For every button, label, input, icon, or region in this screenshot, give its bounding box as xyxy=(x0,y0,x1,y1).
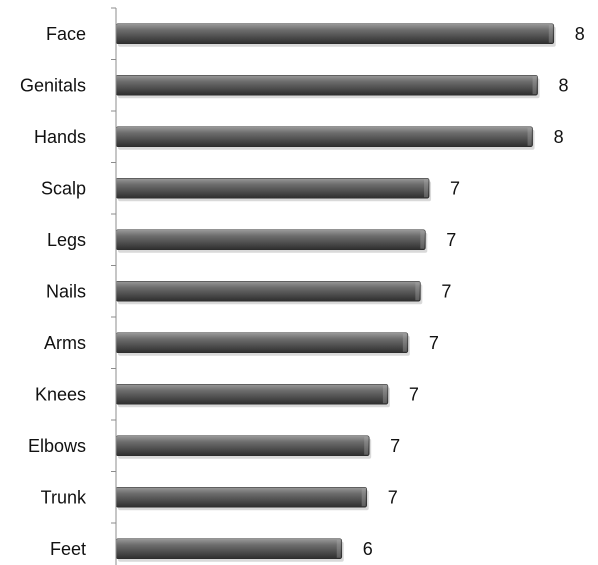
value-label: 8 xyxy=(575,24,585,44)
category-label: Knees xyxy=(35,384,86,404)
bar xyxy=(115,126,533,148)
value-label: 7 xyxy=(446,230,456,250)
labels-layer: Face 8 Genitals 8 Hands 8 Scalp 7 Legs 7 Nails 7 Arm… xyxy=(20,24,585,559)
category-label: Elbows xyxy=(28,436,86,456)
bar xyxy=(115,383,389,405)
bar xyxy=(115,23,555,45)
value-label: 8 xyxy=(554,127,564,147)
bar xyxy=(115,280,421,302)
value-label: 7 xyxy=(450,178,460,198)
bars-layer xyxy=(115,23,556,562)
bar xyxy=(115,435,370,457)
y-axis xyxy=(111,7,117,565)
bar xyxy=(115,538,343,560)
value-label: 7 xyxy=(429,333,439,353)
category-label: Face xyxy=(46,24,86,44)
bar-end-cap xyxy=(424,179,429,198)
category-label: Scalp xyxy=(41,178,86,198)
value-label: 7 xyxy=(409,384,419,404)
value-label: 7 xyxy=(388,487,398,507)
bar xyxy=(115,229,426,251)
value-label: 7 xyxy=(441,281,451,301)
value-label: 6 xyxy=(363,539,373,559)
bar-end-cap xyxy=(548,24,553,43)
value-label: 8 xyxy=(559,75,569,95)
bar-end-cap xyxy=(415,282,420,301)
bar-end-cap xyxy=(382,385,387,404)
bar xyxy=(115,177,430,199)
bar xyxy=(115,74,538,96)
bar xyxy=(115,486,367,508)
bar-end-cap xyxy=(336,539,341,558)
category-label: Arms xyxy=(44,333,86,353)
bar-end-cap xyxy=(532,76,537,95)
bar-end-cap xyxy=(402,333,407,352)
category-label: Genitals xyxy=(20,75,86,95)
category-label: Feet xyxy=(50,539,86,559)
bar-end-cap xyxy=(361,488,366,507)
category-label: Legs xyxy=(47,230,86,250)
bar-end-cap xyxy=(527,127,532,146)
category-label: Trunk xyxy=(41,487,87,507)
category-label: Hands xyxy=(34,127,86,147)
value-label: 7 xyxy=(390,436,400,456)
bar-end-cap xyxy=(364,436,369,455)
bar xyxy=(115,332,409,354)
bar-end-cap xyxy=(420,230,425,249)
category-label: Nails xyxy=(46,281,86,301)
